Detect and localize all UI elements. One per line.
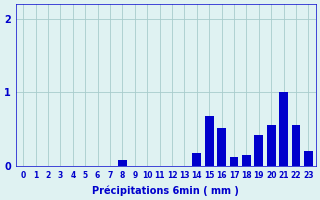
Bar <box>242 155 251 166</box>
Bar <box>254 135 263 166</box>
Bar <box>304 151 313 166</box>
Bar <box>267 125 276 166</box>
X-axis label: Précipitations 6min ( mm ): Précipitations 6min ( mm ) <box>92 185 239 196</box>
Bar <box>292 125 300 166</box>
Bar <box>217 128 226 166</box>
Bar <box>118 160 127 166</box>
Bar <box>192 153 201 166</box>
Bar <box>230 157 238 166</box>
Bar <box>205 116 213 166</box>
Bar <box>279 92 288 166</box>
